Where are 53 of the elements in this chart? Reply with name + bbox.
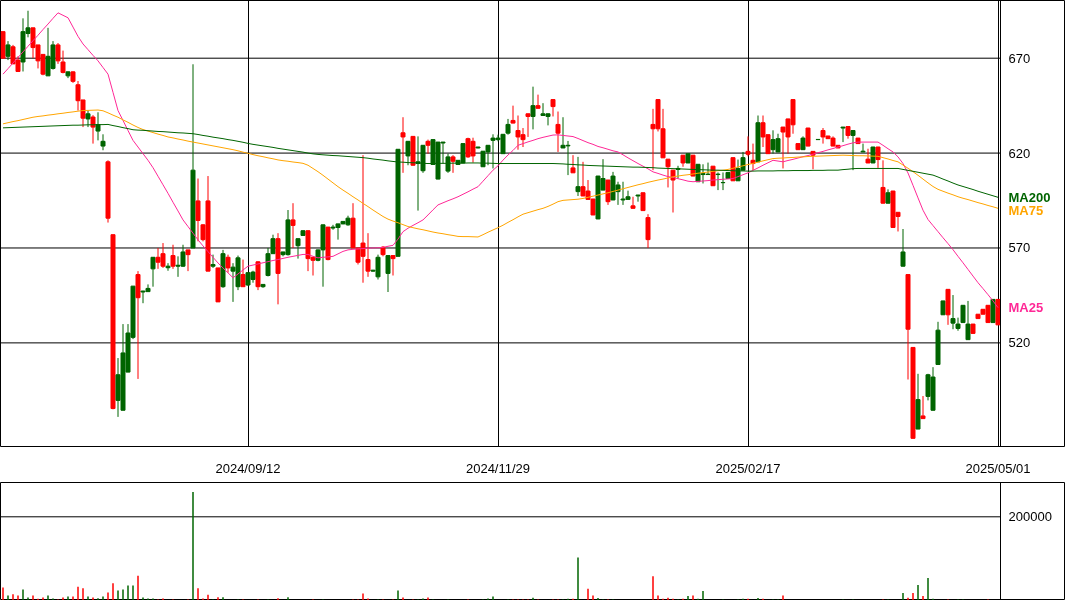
candlestick (920, 395, 926, 420)
candlestick (860, 143, 866, 153)
series-label: MA25 (1008, 300, 1044, 316)
y-tick-label: 670 (1008, 50, 1031, 66)
candlestick (450, 154, 456, 174)
y-tick-label: 570 (1008, 240, 1031, 256)
candlestick (405, 140, 411, 166)
candlestick (550, 98, 556, 117)
candlestick (840, 126, 846, 143)
candlestick (630, 196, 636, 210)
candlestick (240, 259, 246, 288)
candlestick (555, 111, 561, 153)
candlestick (135, 270, 141, 380)
candlestick (530, 86, 536, 130)
candlestick (425, 139, 431, 155)
candlestick (165, 262, 171, 272)
candlestick (5, 40, 11, 61)
candlestick (170, 244, 176, 270)
candlestick (195, 178, 201, 242)
candlestick (805, 127, 811, 147)
series-label: MA75 (1008, 202, 1044, 218)
candlestick (875, 146, 881, 169)
candlestick (390, 254, 396, 276)
candlestick (90, 114, 96, 145)
candlestick (850, 129, 856, 171)
candlestick (605, 179, 611, 206)
line-series (2, 12, 999, 309)
candlestick (900, 228, 906, 267)
y-tick-label: 520 (1008, 335, 1031, 351)
x-tick-label: 2024/11/29 (465, 460, 531, 476)
candlestick (535, 94, 541, 109)
candlestick (635, 194, 641, 203)
candlestick (865, 148, 871, 164)
candlestick (385, 254, 391, 293)
candlestick (225, 254, 231, 274)
series-label: MA200 (1008, 189, 1051, 205)
candlestick (150, 256, 156, 288)
candlestick (670, 169, 676, 213)
x-tick-label: 2025/02/17 (715, 460, 781, 476)
candlestick (880, 159, 886, 204)
candlestick (290, 202, 296, 249)
y-tick-label: 200000 (1008, 509, 1052, 525)
x-tick-label: 2025/05/01 (965, 460, 1031, 476)
candlestick (645, 213, 651, 249)
x-tick-label: 2024/09/12 (215, 460, 281, 476)
candlestick (210, 254, 216, 269)
candlestick (570, 154, 576, 174)
y-tick-label: 620 (1008, 145, 1031, 161)
candlestick (295, 237, 301, 260)
candlestick (640, 192, 646, 212)
candlestick (100, 133, 106, 151)
candlestick (185, 249, 191, 272)
candlestick (400, 116, 406, 174)
